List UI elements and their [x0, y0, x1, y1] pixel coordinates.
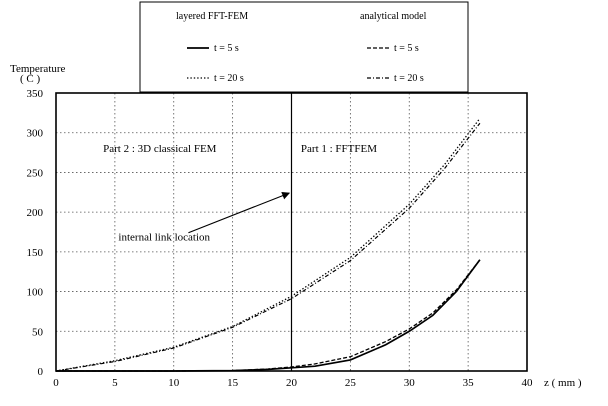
y-tick-label: 100 — [27, 287, 44, 299]
legend-box — [139, 1, 469, 93]
legend: layered FFT-FEM analytical model t = 5 s… — [139, 1, 469, 93]
x-axis-label: z ( mm ) — [544, 377, 582, 389]
series-line-4 — [55, 122, 481, 372]
series-line-2 — [56, 259, 481, 372]
series-line-1 — [56, 259, 481, 372]
legend-header-fft-fem: layered FFT-FEM — [176, 11, 248, 22]
legend-header-analytical: analytical model — [360, 11, 427, 22]
y-axis-unit: ( C ) — [20, 73, 41, 85]
y-tick-label: 0 — [38, 366, 44, 378]
series-group — [55, 93, 481, 372]
y-tick-label: 50 — [32, 326, 44, 338]
x-tick-label: 20 — [286, 377, 298, 389]
x-tick-label: 30 — [404, 377, 416, 389]
y-tick-label: 200 — [27, 207, 44, 219]
annotation-text-1: Part 2 : 3D classical FEM — [103, 143, 217, 155]
tick-labels: 0 5 10 15 20 25 30 35 40 0 50 100 150 200 250 300 350 — [27, 88, 534, 389]
x-tick-label: 40 — [522, 377, 534, 389]
x-tick-label: 25 — [345, 377, 357, 389]
annotations: Part 2 : 3D classical FEM Part 1 : FFTFEM… — [103, 143, 377, 244]
annotation-arrow — [188, 191, 291, 234]
x-tick-label: 15 — [227, 377, 239, 389]
x-tick-label: 35 — [463, 377, 475, 389]
y-tick-label: 150 — [27, 247, 44, 259]
y-axis-label: Temperature — [10, 63, 66, 75]
legend-entry-label: t = 20 s — [394, 73, 424, 84]
y-tick-label: 300 — [27, 128, 44, 140]
x-tick-label: 10 — [168, 377, 180, 389]
legend-entry-label: t = 5 s — [214, 43, 239, 54]
annotation-text-2: Part 1 : FFTFEM — [301, 143, 377, 155]
grid — [56, 93, 527, 371]
y-tick-label: 250 — [27, 167, 44, 179]
y-tick-label: 350 — [27, 88, 44, 100]
x-tick-label: 5 — [112, 377, 118, 389]
series-line-3 — [55, 118, 481, 372]
annotation-text-3: internal link location — [118, 232, 210, 244]
legend-entry-label: t = 20 s — [214, 73, 244, 84]
legend-entry-label: t = 5 s — [394, 43, 419, 54]
x-tick-label: 0 — [53, 377, 59, 389]
